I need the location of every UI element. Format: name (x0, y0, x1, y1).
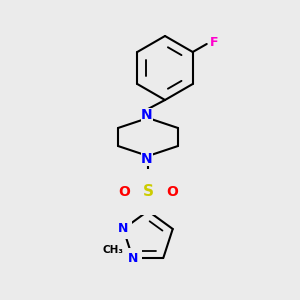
Text: O: O (166, 185, 178, 199)
Text: N: N (118, 223, 128, 236)
Text: N: N (141, 152, 153, 166)
Text: N: N (141, 108, 153, 122)
Text: O: O (118, 185, 130, 199)
Text: N: N (128, 251, 138, 265)
Text: S: S (142, 184, 154, 200)
Text: CH₃: CH₃ (103, 245, 124, 255)
Text: F: F (210, 37, 218, 50)
